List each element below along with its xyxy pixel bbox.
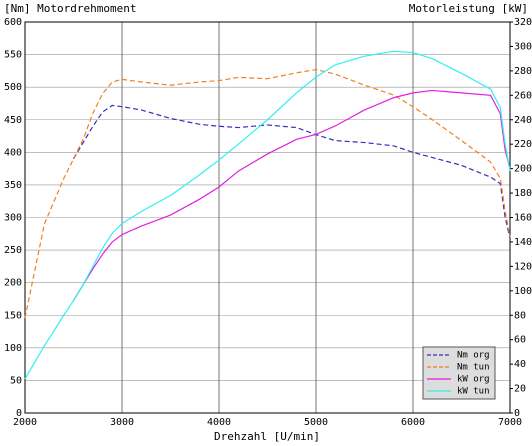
y-tick-label: 600 bbox=[4, 17, 22, 28]
series-line bbox=[24, 50, 511, 380]
x-tick-label: 4000 bbox=[207, 417, 231, 428]
y2-tick-label: 320 bbox=[514, 17, 532, 28]
series-line bbox=[72, 104, 511, 239]
y2-tick-label: 80 bbox=[514, 310, 526, 321]
y-tick-label: 400 bbox=[4, 147, 22, 158]
x-tick-label: 5000 bbox=[304, 417, 328, 428]
legend-label: Nm org bbox=[457, 351, 490, 361]
y2-tick-label: 160 bbox=[514, 213, 532, 224]
x-tick-label: 7000 bbox=[498, 417, 522, 428]
y2-tick-label: 300 bbox=[514, 41, 532, 52]
legend-label: Nm tun bbox=[457, 363, 490, 373]
y2-tick-label: 0 bbox=[514, 408, 520, 419]
x-tick-label: 6000 bbox=[401, 417, 425, 428]
legend-box bbox=[422, 346, 496, 400]
y-tick-label: 450 bbox=[4, 115, 22, 126]
y-tick-label: 500 bbox=[4, 82, 22, 93]
y2-tick-label: 140 bbox=[514, 237, 532, 248]
y-axis-title: [Nm] Motordrehmoment bbox=[4, 2, 136, 15]
y-tick-label: 350 bbox=[4, 180, 22, 191]
y2-tick-label: 240 bbox=[514, 115, 532, 126]
y2-axis-title: Motorleistung [kW] bbox=[409, 2, 528, 15]
y2-tick-label: 180 bbox=[514, 188, 532, 199]
legend-label: kW tun bbox=[457, 387, 490, 397]
series-line bbox=[24, 68, 511, 318]
y2-tick-label: 200 bbox=[514, 164, 532, 175]
y2-tick-label: 220 bbox=[514, 139, 532, 150]
y2-tick-label: 60 bbox=[514, 335, 526, 346]
x-tick-label: 3000 bbox=[110, 417, 134, 428]
y-tick-label: 550 bbox=[4, 50, 22, 61]
y-tick-label: 200 bbox=[4, 278, 22, 289]
y-tick-label: 100 bbox=[4, 343, 22, 354]
y2-tick-label: 40 bbox=[514, 359, 526, 370]
y-tick-label: 50 bbox=[10, 375, 22, 386]
y-tick-label: 250 bbox=[4, 245, 22, 256]
y-tick-label: 0 bbox=[16, 408, 22, 419]
y2-tick-label: 120 bbox=[514, 261, 532, 272]
y-tick-label: 300 bbox=[4, 213, 22, 224]
x-tick-label: 2000 bbox=[13, 417, 37, 428]
x-axis-title: Drehzahl [U/min] bbox=[214, 430, 320, 443]
series-line bbox=[72, 89, 511, 301]
y2-tick-label: 100 bbox=[514, 286, 532, 297]
y-tick-label: 150 bbox=[4, 310, 22, 321]
legend-label: kW org bbox=[457, 375, 490, 385]
y2-tick-label: 260 bbox=[514, 90, 532, 101]
y2-tick-label: 20 bbox=[514, 384, 526, 395]
y2-tick-label: 280 bbox=[514, 66, 532, 77]
plot-frame bbox=[24, 21, 511, 414]
